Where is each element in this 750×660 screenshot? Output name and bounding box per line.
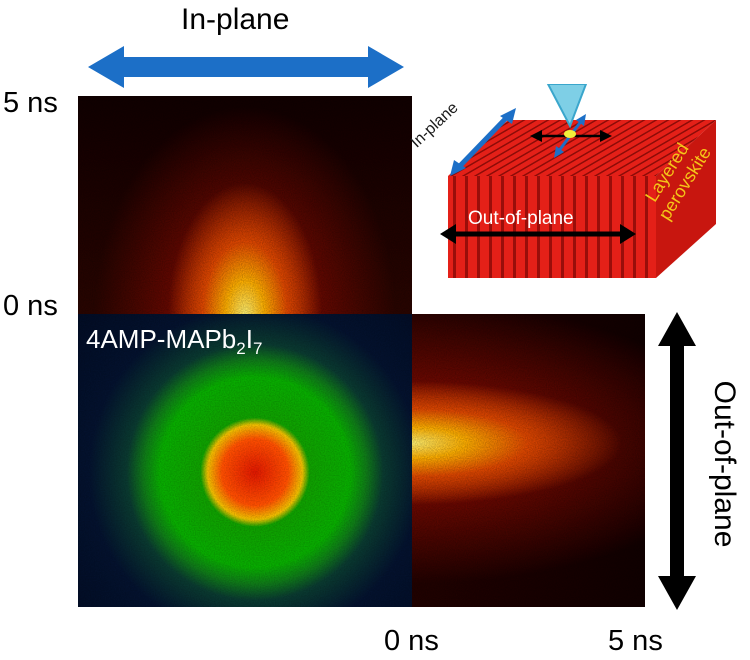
photoluminescence-map	[78, 314, 412, 607]
in-plane-axis-label: In-plane	[181, 3, 290, 36]
inset-out-of-plane-label: Out-of-plane	[468, 208, 574, 229]
out-of-plane-double-arrow	[658, 312, 696, 610]
time-label-5ns-left: 5 ns	[3, 87, 58, 119]
slab-top-face	[448, 120, 716, 176]
out-of-plane-axis-label: Out-of-plane	[708, 380, 741, 548]
out-of-plane-streak-image	[412, 314, 645, 607]
slab-side-face	[656, 120, 716, 278]
sample-name-label: 4AMP-MAPb2I7	[86, 324, 263, 359]
in-plane-streak-image	[78, 96, 412, 314]
time-label-5ns-bottom: 5 ns	[608, 625, 663, 657]
streak-noise-texture	[78, 96, 412, 314]
time-label-0ns-bottom: 0 ns	[384, 625, 439, 657]
time-label-0ns-left: 0 ns	[3, 290, 58, 322]
map-noise-texture	[78, 314, 412, 607]
slab-front-face	[448, 176, 656, 278]
probe-cone-icon	[546, 84, 588, 129]
layered-perovskite-schematic	[440, 84, 716, 278]
streak-noise-texture	[412, 314, 645, 607]
in-plane-double-arrow	[88, 46, 404, 88]
